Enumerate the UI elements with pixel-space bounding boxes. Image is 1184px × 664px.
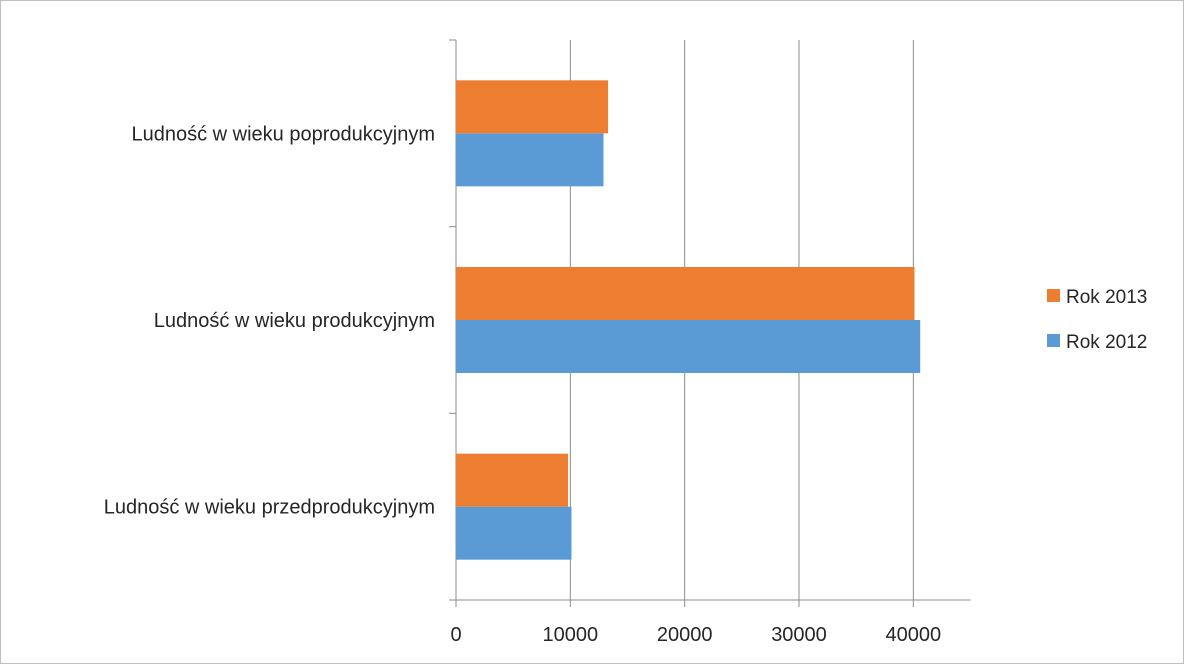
legend-swatch [1047, 334, 1060, 347]
bar-rok-2012 [456, 320, 921, 373]
x-tick-label: 20000 [657, 624, 713, 646]
bar-rok-2013 [456, 80, 609, 134]
legend-label: Rok 2013 [1066, 287, 1147, 308]
x-tick-label: 10000 [543, 624, 599, 646]
bar-rok-2012 [456, 506, 572, 560]
x-tick-label: 30000 [771, 624, 827, 646]
bar-rok-2012 [456, 133, 604, 187]
legend-swatch [1047, 289, 1060, 302]
x-tick-label: 40000 [886, 624, 942, 646]
category-label: Ludność w wieku przedprodukcyjnym [104, 497, 435, 519]
category-label: Ludność w wieku produkcyjnym [154, 310, 435, 332]
bar-rok-2013 [456, 453, 569, 507]
category-label: Ludność w wieku poprodukcyjnym [132, 123, 436, 145]
legend-label: Rok 2012 [1066, 332, 1147, 353]
bar-rok-2013 [456, 267, 915, 320]
x-tick-label: 0 [450, 624, 461, 646]
